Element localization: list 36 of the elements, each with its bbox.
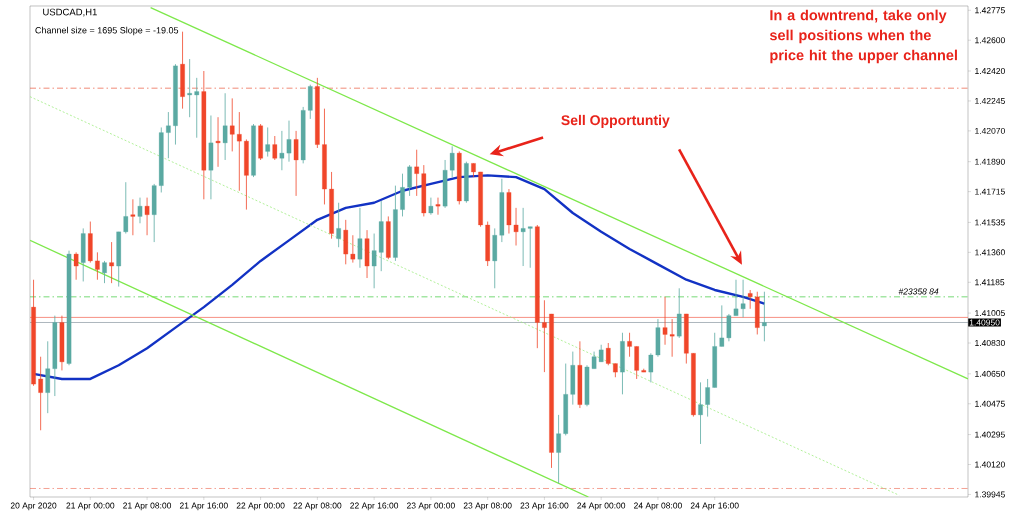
x-tick-label: 24 Apr 08:00: [634, 502, 682, 511]
y-tick-label: 1.42245: [975, 97, 1005, 104]
annotation: #23358 84: [898, 288, 939, 295]
y-tick-label: 1.42600: [975, 37, 1005, 44]
y-tick-label: 1.42070: [975, 127, 1005, 134]
y-tick-label: 1.41005: [975, 310, 1005, 317]
y-tick-label: 1.40120: [975, 461, 1005, 468]
y-tick-label: 1.41185: [975, 279, 1005, 286]
x-tick-label: 23 Apr 00:00: [406, 502, 455, 511]
x-tick-label: 24 Apr 16:00: [690, 502, 739, 511]
ref-line-label: 1.40950: [969, 319, 1000, 326]
x-tick-label: 20 Apr 2020: [10, 502, 57, 511]
x-tick-label: 22 Apr 16:00: [350, 502, 399, 511]
y-tick-label: 1.40295: [975, 431, 1005, 438]
x-tick-label: 22 Apr 00:00: [236, 502, 285, 511]
x-tick-label: 22 Apr 08:00: [293, 502, 342, 511]
x-tick-label: 24 Apr 00:00: [577, 502, 626, 511]
y-tick-label: 1.40475: [975, 400, 1005, 407]
y-tick-label: 1.42775: [975, 7, 1005, 14]
annotation: In a downtrend, take only sell positions when the price hit the upper channel: [769, 9, 957, 64]
annotation: USDCAD,H1: [43, 8, 97, 17]
y-tick-label: 1.40650: [975, 370, 1005, 377]
x-tick-label: 21 Apr 08:00: [123, 502, 172, 511]
y-tick-label: 1.40830: [975, 340, 1005, 347]
y-tick-label: 1.42420: [975, 68, 1005, 75]
annotation: Sell Opportuntiy: [561, 114, 670, 128]
x-tick-label: 23 Apr 08:00: [463, 502, 512, 511]
y-tick-label: 1.41535: [975, 219, 1005, 226]
y-tick-label: 1.41715: [975, 188, 1005, 195]
y-tick-label: 1.41360: [975, 249, 1005, 256]
y-tick-label: 1.39945: [975, 491, 1005, 498]
annotation: Channel size = 1695 Slope = -19.05: [35, 26, 179, 36]
x-tick-label: 23 Apr 16:00: [520, 502, 569, 511]
y-tick-label: 1.41890: [975, 158, 1005, 165]
x-tick-label: 21 Apr 16:00: [179, 502, 228, 511]
x-tick-label: 21 Apr 00:00: [66, 502, 115, 511]
